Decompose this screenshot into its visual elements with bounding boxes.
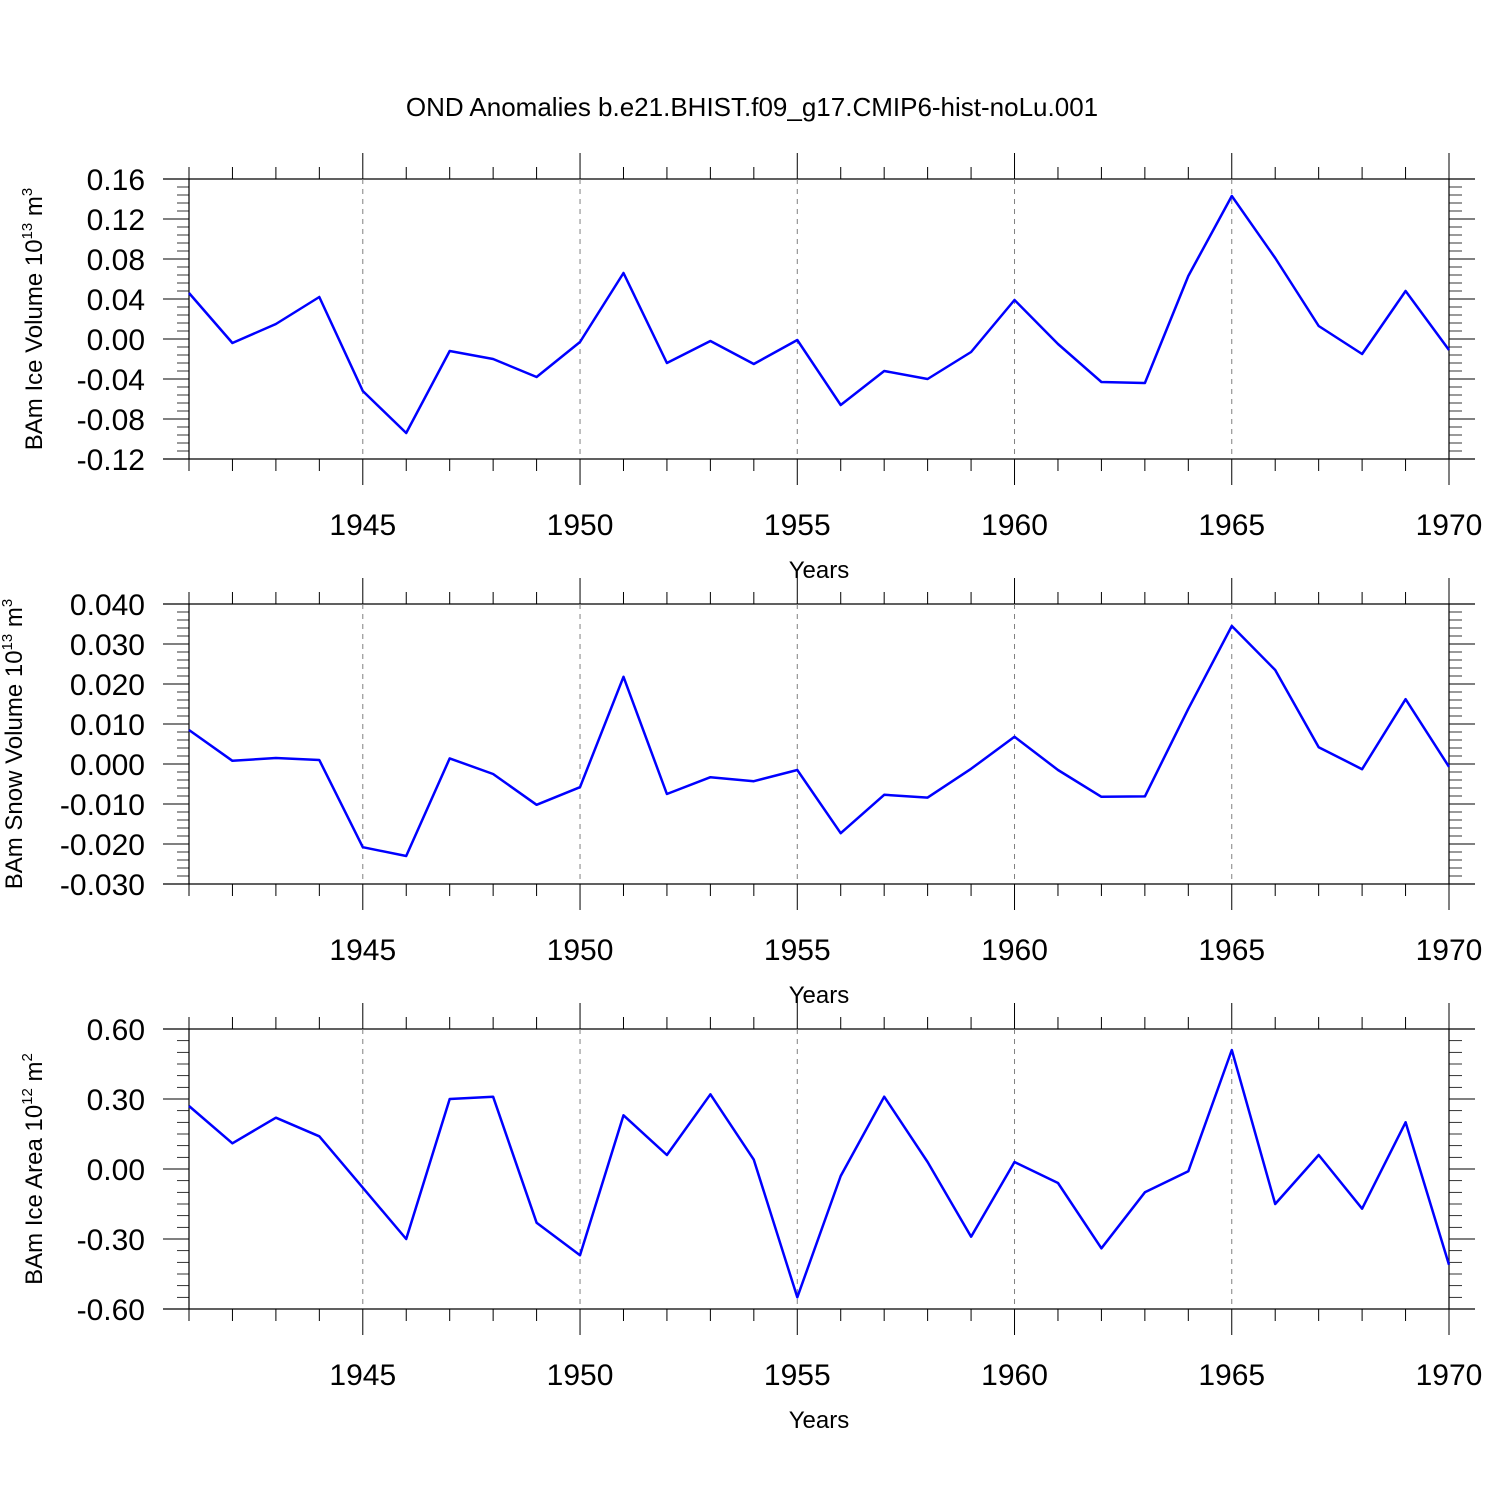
panel-2: -0.030 -0.020 -0.010 0.000 0.010 0.020 0.030 0.… — [0, 578, 1482, 1009]
x-tick-label: 1955 — [764, 509, 831, 542]
y-tick-label: 0.16 — [87, 164, 145, 197]
series-line — [188, 194, 1451, 435]
series-line — [188, 1048, 1451, 1299]
y-tick-label: 0.08 — [87, 244, 145, 277]
x-tick-label: 1950 — [547, 934, 614, 967]
y-tick-label: 0.030 — [70, 629, 145, 662]
y-tick-label: -0.04 — [77, 364, 145, 397]
y-tick-label: -0.60 — [77, 1294, 145, 1327]
y-tick-label: 0.010 — [70, 709, 145, 742]
y-tick-label: -0.020 — [60, 829, 145, 862]
x-tick-label: 1970 — [1416, 509, 1483, 542]
x-tick-label: 1950 — [547, 1359, 614, 1392]
y-tick-label: 0.30 — [87, 1084, 145, 1117]
y-axis-label: BAm Ice Area 1012 m2 — [19, 1053, 48, 1285]
x-tick-label: 1960 — [981, 1359, 1048, 1392]
x-tick-label: 1960 — [981, 934, 1048, 967]
x-tick-label: 1965 — [1198, 1359, 1265, 1392]
y-tick-label: -0.08 — [77, 404, 145, 437]
x-axis-label: Years — [789, 982, 850, 1009]
y-tick-label: -0.12 — [77, 444, 145, 477]
x-tick-label: 1970 — [1416, 934, 1483, 967]
y-tick-label: 0.00 — [87, 1154, 145, 1187]
series-line — [188, 624, 1451, 858]
x-tick-label: 1945 — [329, 934, 396, 967]
y-tick-label: -0.30 — [77, 1224, 145, 1257]
x-tick-label: 1955 — [764, 1359, 831, 1392]
x-tick-label: 1955 — [764, 934, 831, 967]
x-tick-label: 1945 — [329, 509, 396, 542]
x-tick-label: 1965 — [1198, 934, 1265, 967]
y-tick-label: 0.12 — [87, 204, 145, 237]
x-axis-label: Years — [789, 1407, 850, 1434]
y-tick-label: 0.60 — [87, 1014, 145, 1047]
y-axis-label: BAm Ice Volume 1013 m3 — [19, 188, 48, 450]
y-tick-label: -0.030 — [60, 869, 145, 902]
chart-title: OND Anomalies b.e21.BHIST.f09_g17.CMIP6-… — [406, 92, 1098, 122]
x-tick-label: 1950 — [547, 509, 614, 542]
x-axis-label: Years — [789, 557, 850, 584]
x-tick-label: 1960 — [981, 509, 1048, 542]
y-tick-label: 0.020 — [70, 669, 145, 702]
y-tick-label: 0.00 — [87, 324, 145, 357]
y-tick-label: -0.010 — [60, 789, 145, 822]
y-tick-label: 0.000 — [70, 749, 145, 782]
y-axis-label: BAm Snow Volume 1013 m3 — [0, 599, 28, 890]
panel-1: -0.12 -0.08 -0.04 0.00 0.04 0.08 0.12 0.16 1945 1… — [19, 153, 1482, 584]
panels: -0.12 -0.08 -0.04 0.00 0.04 0.08 0.12 0.16 1945 1… — [0, 153, 1482, 1434]
y-tick-label: 0.04 — [87, 284, 145, 317]
panel-3: -0.60 -0.30 0.00 0.30 0.60 1945 1950 1955 1960 19… — [19, 1003, 1482, 1434]
x-tick-label: 1945 — [329, 1359, 396, 1392]
x-tick-label: 1970 — [1416, 1359, 1483, 1392]
y-tick-label: 0.040 — [70, 589, 145, 622]
x-tick-label: 1965 — [1198, 509, 1265, 542]
